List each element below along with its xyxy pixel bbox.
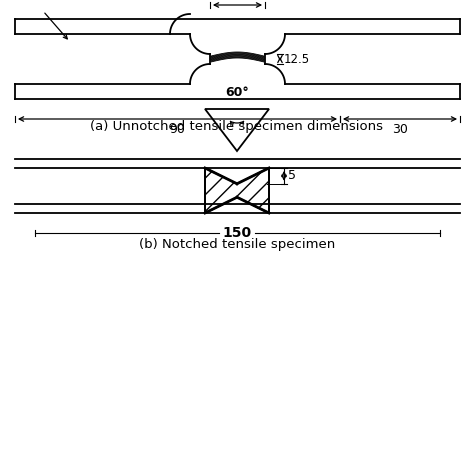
Text: 90: 90: [170, 123, 185, 136]
Text: 5: 5: [288, 169, 296, 182]
Text: 60°: 60°: [225, 86, 249, 99]
Text: (a) Unnotched tensile specimen dimensions: (a) Unnotched tensile specimen dimension…: [91, 119, 383, 133]
Polygon shape: [205, 109, 269, 151]
Polygon shape: [205, 168, 269, 213]
Text: 30: 30: [392, 123, 408, 136]
Text: 12.5: 12.5: [284, 53, 310, 65]
Text: 150: 150: [222, 226, 252, 240]
Text: (b) Notched tensile specimen: (b) Notched tensile specimen: [139, 237, 335, 250]
